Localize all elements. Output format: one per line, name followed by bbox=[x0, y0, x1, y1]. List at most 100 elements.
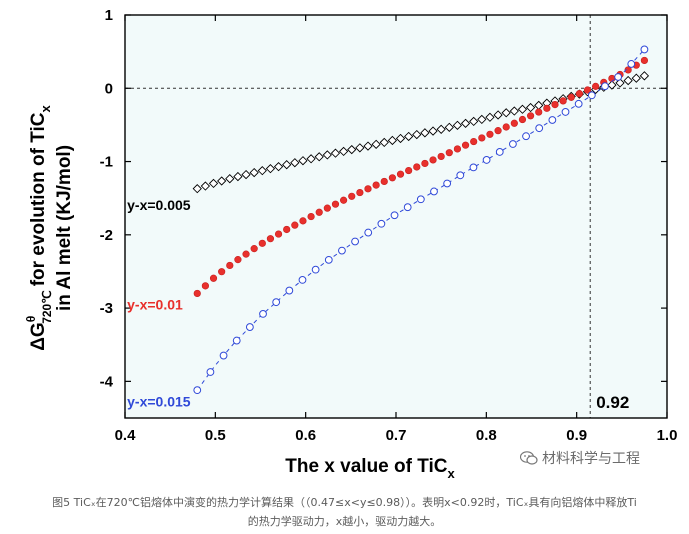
data-point bbox=[307, 212, 315, 221]
data-point bbox=[443, 179, 452, 188]
y-tick-label: 0 bbox=[105, 80, 113, 97]
data-point bbox=[330, 148, 341, 158]
data-point bbox=[209, 274, 218, 282]
data-point bbox=[274, 230, 283, 238]
data-point bbox=[388, 174, 396, 182]
data-point bbox=[265, 164, 276, 174]
data-point bbox=[298, 156, 308, 166]
data-point bbox=[371, 139, 381, 149]
data-point bbox=[299, 217, 307, 225]
data-point bbox=[272, 298, 281, 307]
data-point bbox=[436, 124, 446, 134]
caption-line-1: 图5 TiCₓ在720℃铝熔体中演变的热力学计算结果（（0.47≤x<y≤0.9… bbox=[52, 496, 637, 509]
data-point bbox=[510, 119, 518, 127]
data-point bbox=[206, 368, 215, 376]
data-point bbox=[445, 149, 453, 157]
data-point bbox=[592, 82, 600, 90]
data-point bbox=[193, 289, 201, 298]
data-point bbox=[623, 75, 633, 86]
data-point bbox=[298, 276, 307, 284]
data-point bbox=[404, 131, 414, 142]
data-point bbox=[627, 60, 636, 68]
data-point bbox=[364, 228, 373, 237]
data-point bbox=[444, 122, 454, 132]
data-point bbox=[338, 246, 346, 255]
y-tick-label: -4 bbox=[100, 373, 114, 390]
data-point bbox=[428, 126, 438, 136]
data-point bbox=[283, 225, 291, 234]
data-point bbox=[225, 174, 235, 184]
data-point bbox=[517, 104, 528, 114]
data-point bbox=[561, 108, 570, 116]
data-point bbox=[285, 286, 294, 295]
data-point bbox=[640, 45, 649, 54]
series-2 bbox=[193, 56, 649, 298]
data-point bbox=[282, 160, 292, 170]
series-label-1: y-x=0.005 bbox=[127, 197, 191, 213]
data-point bbox=[364, 185, 372, 193]
data-point bbox=[501, 108, 511, 118]
data-point bbox=[437, 152, 445, 161]
data-point bbox=[502, 123, 510, 131]
data-point bbox=[456, 171, 465, 180]
data-point bbox=[377, 219, 386, 228]
y-tick-label: -2 bbox=[100, 227, 113, 244]
data-point bbox=[583, 86, 592, 94]
data-point bbox=[201, 282, 209, 290]
data-point bbox=[525, 102, 536, 113]
data-point bbox=[372, 181, 380, 189]
caption-line-2: 的热力学驱动力，x越小，驱动力越大。 bbox=[247, 515, 442, 528]
data-point bbox=[470, 137, 478, 146]
data-point bbox=[314, 152, 324, 162]
series-label-3: y-x=0.015 bbox=[127, 393, 191, 409]
y-tick-label: 1 bbox=[105, 7, 113, 24]
series-labels: y-x=0.005 y-x=0.01 y-x=0.015 bbox=[127, 197, 191, 409]
series-3 bbox=[193, 45, 649, 395]
data-point bbox=[200, 181, 211, 191]
data-point bbox=[218, 268, 226, 276]
data-point bbox=[259, 309, 267, 318]
data-point bbox=[535, 108, 543, 116]
data-point bbox=[324, 255, 333, 264]
data-point bbox=[363, 141, 373, 151]
x-tick-label: 0.8 bbox=[476, 427, 497, 444]
data-point bbox=[413, 163, 421, 171]
data-point bbox=[290, 158, 300, 168]
data-point bbox=[420, 128, 430, 138]
reference-lines: 0.92 bbox=[125, 15, 667, 418]
data-point bbox=[219, 351, 228, 360]
data-point bbox=[509, 140, 517, 148]
data-point bbox=[245, 323, 254, 331]
data-point bbox=[551, 100, 559, 109]
data-point bbox=[518, 115, 527, 124]
data-point bbox=[526, 112, 535, 120]
data-point bbox=[311, 265, 320, 274]
reference-label: 0.92 bbox=[596, 393, 629, 412]
data-point bbox=[395, 133, 406, 144]
axes: 0.4 0.5 0.6 0.7 0.8 0.9 1.0 1 0 -1 -2 -3 -4 bbox=[100, 7, 678, 444]
x-tick-label: 0.5 bbox=[205, 427, 226, 444]
data-point bbox=[380, 177, 388, 186]
data-point bbox=[587, 91, 596, 100]
data-point bbox=[493, 110, 503, 120]
x-tick-label: 0.4 bbox=[115, 427, 137, 444]
data-point bbox=[323, 204, 331, 212]
data-point bbox=[405, 166, 413, 175]
watermark: 材料科学与工程 bbox=[520, 448, 640, 468]
data-point bbox=[601, 82, 609, 91]
x-tick-label: 0.6 bbox=[295, 427, 316, 444]
thermodynamics-chart: 0.92 0.4 0.5 0.6 0.7 0.8 0.9 1.0 1 0 -1 -2 -3 -4 y-x… bbox=[24, 7, 678, 481]
data-point bbox=[291, 221, 299, 229]
data-point bbox=[242, 250, 250, 258]
data-point bbox=[306, 154, 316, 164]
data-point bbox=[250, 245, 258, 253]
wechat-icon bbox=[520, 451, 538, 465]
data-point bbox=[461, 141, 470, 149]
data-point bbox=[396, 170, 405, 178]
data-point bbox=[559, 97, 567, 105]
data-point bbox=[249, 167, 259, 178]
data-point bbox=[469, 163, 478, 172]
x-tick-label: 1.0 bbox=[657, 427, 678, 444]
data-point bbox=[241, 169, 251, 180]
